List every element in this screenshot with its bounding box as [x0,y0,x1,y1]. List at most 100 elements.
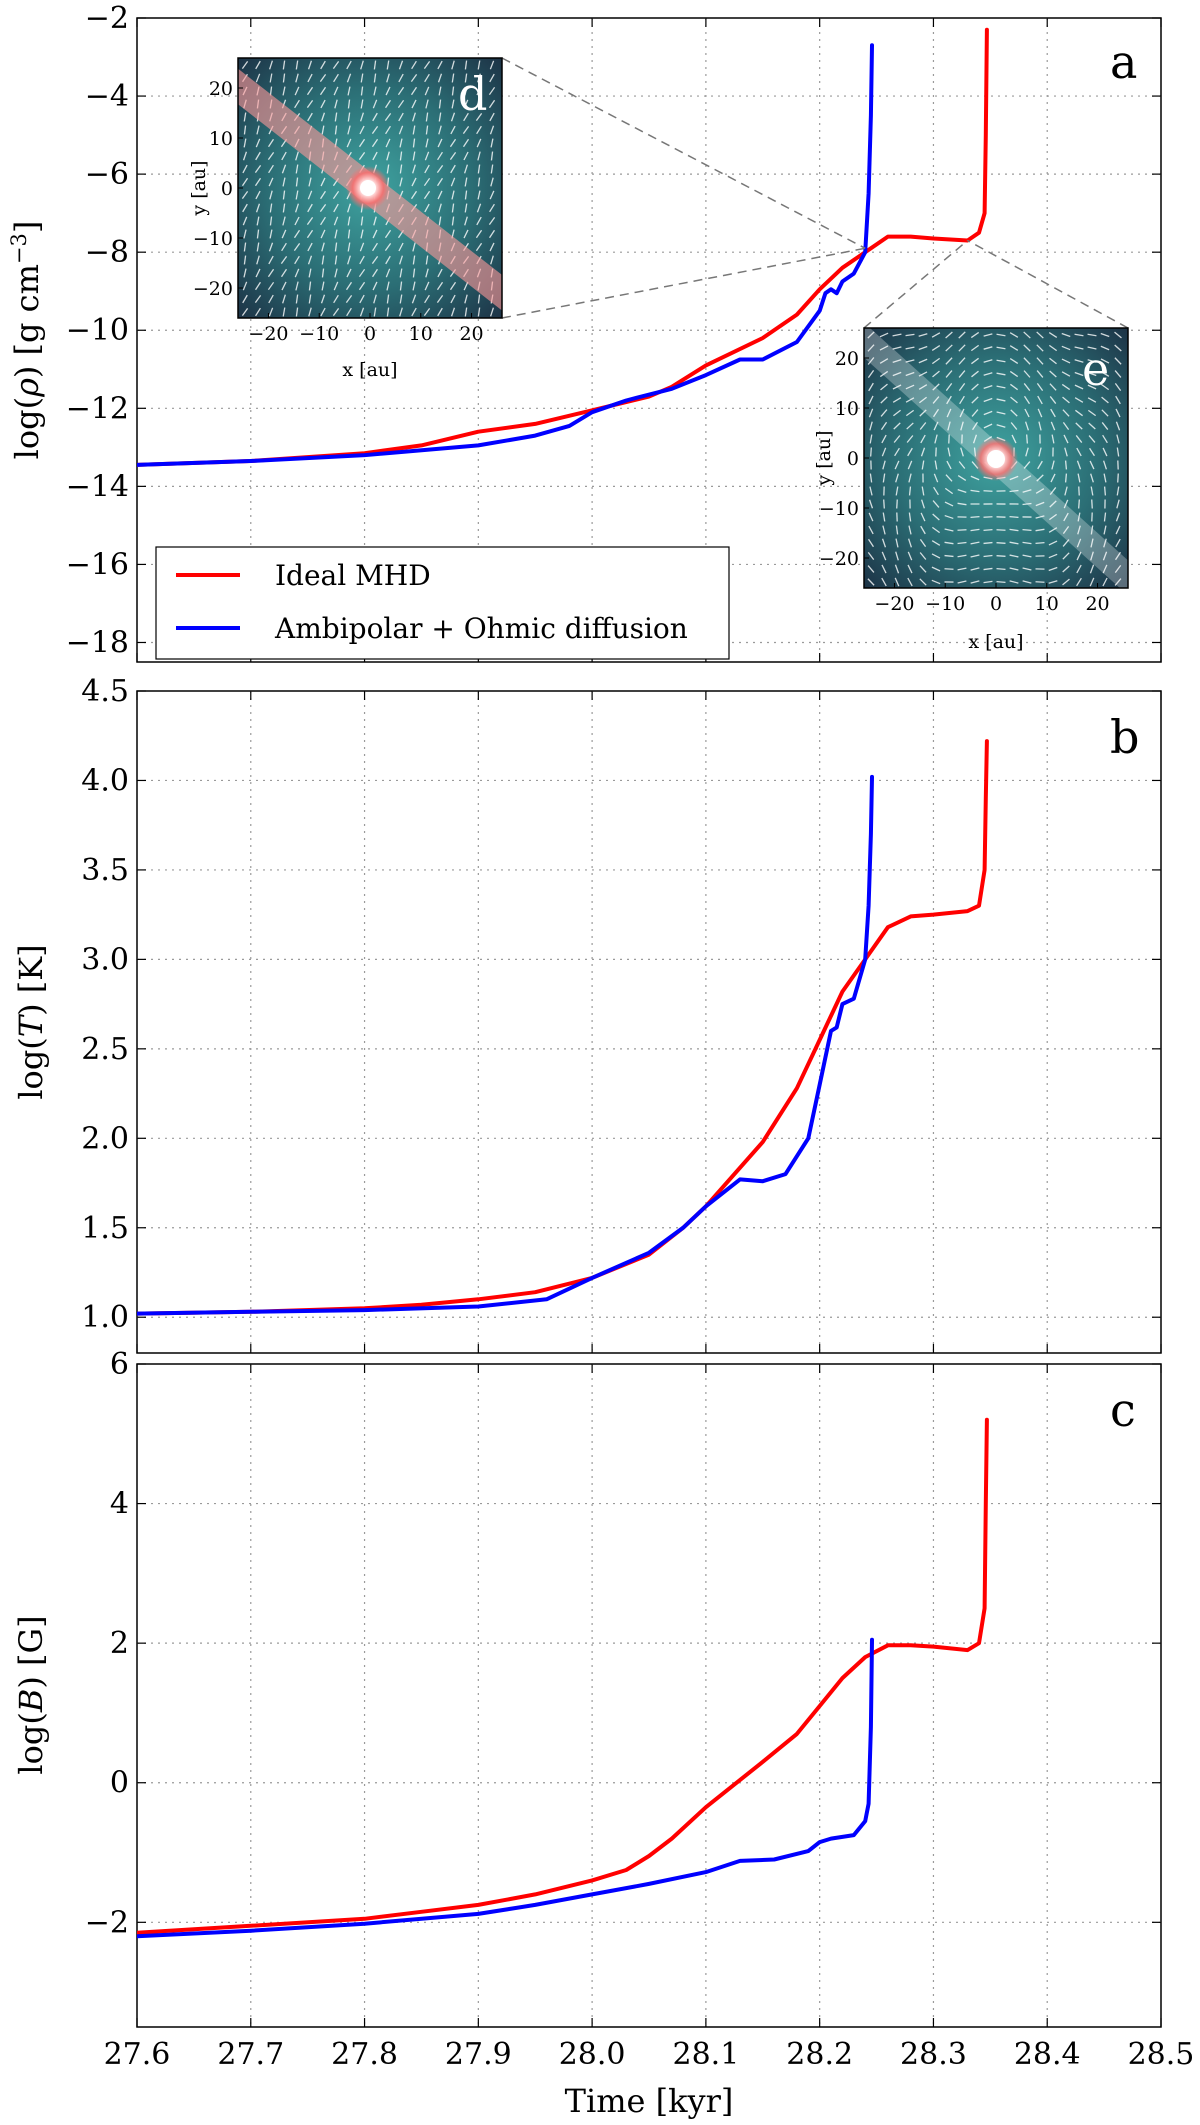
inset-y-tick-label: 20 [835,348,859,370]
field-vector [958,461,966,469]
field-vector [293,242,301,252]
field-vector [463,112,469,122]
field-vector [1050,408,1056,418]
inset-y-tick-label: 10 [209,128,233,150]
field-vector [477,60,481,70]
field-vector [970,554,980,558]
field-vector [1063,499,1069,509]
field-vector [451,86,455,96]
field-vector [983,397,993,403]
field-vector [489,73,495,83]
inset-d: d −20 −10 0 10 20 20 10 0 −10 −20 x [au] y [au] [188,57,503,381]
field-vector [398,125,404,135]
field-vector [1048,540,1058,546]
field-vector [944,514,954,520]
field-vector [359,125,365,135]
field-vector [1023,344,1031,352]
field-vector [372,281,378,291]
field-vector [1089,577,1095,587]
field-vector [879,370,889,378]
x-tick-label: 28.4 [1014,2037,1081,2072]
field-vector [347,255,351,265]
field-vector [958,344,966,352]
field-vector [881,564,887,574]
field-vector [464,216,468,226]
field-vector [1010,422,1018,430]
y-tick-label: 1.0 [81,1300,129,1335]
field-vector [883,499,885,509]
panel-b-frame [136,690,1162,1354]
field-vector [489,307,495,317]
field-vector [320,177,326,187]
field-vector [1062,396,1070,404]
field-vector [947,421,951,431]
field-vector [346,138,352,148]
inset-x-tick-label: 0 [990,593,1002,615]
field-vector [242,151,248,161]
field-vector [438,86,442,96]
field-vector [908,512,912,522]
field-vector [1115,538,1121,548]
series-ambipolar-ohmic [137,774,874,1316]
field-vector [282,190,286,200]
field-vector [1023,461,1031,469]
field-vector [477,294,481,304]
field-vector [371,125,379,135]
field-vector [399,177,403,187]
field-vector [437,73,443,83]
field-vector [358,138,366,148]
field-vector [306,86,314,96]
field-vector [1103,538,1107,548]
field-vector [450,164,456,174]
field-vector [1009,332,1019,338]
field-vector [920,525,926,535]
field-vector [1114,551,1122,561]
field-vector [269,203,273,213]
inset-y-tick-label: −10 [819,498,859,520]
field-vector [386,307,390,317]
field-vector [398,242,404,252]
field-vector [332,190,340,200]
field-vector [423,190,431,200]
x-tick-label: 28.2 [786,2037,853,2072]
field-vector [294,203,300,213]
field-vector [254,294,262,304]
field-vector [1087,333,1097,337]
field-vector [385,99,391,109]
field-vector [1103,473,1107,483]
field-vector [437,268,443,278]
field-vector [476,203,482,213]
field-vector [425,112,429,122]
field-vector [384,112,392,122]
inset-d-ylabel: y [au] [188,160,210,216]
y-tick-label: 0 [110,1766,129,1801]
field-vector [1061,332,1071,338]
field-vector [1074,333,1084,337]
field-vector [1061,371,1071,377]
y-tick-label: −8 [85,235,129,270]
field-vector [307,60,313,70]
field-vector [1087,384,1097,390]
field-vector [358,151,366,161]
field-vector [411,99,417,109]
field-vector [1074,371,1084,377]
inset-y-tick-label: −20 [819,548,859,570]
field-vector [1078,499,1080,509]
field-vector [894,577,900,587]
field-vector [476,216,482,226]
field-vector [450,177,456,187]
field-vector [295,60,299,70]
field-vector [1063,434,1069,444]
field-vector [294,268,300,278]
field-vector [1051,460,1055,470]
field-vector [489,190,495,200]
field-vector [334,229,338,239]
field-vector [983,372,993,376]
field-vector [1009,580,1019,584]
panel-c-xticks: 27.6 27.7 27.8 27.9 28.0 28.1 28.2 28.3 28.4 28.5 [104,2037,1195,2072]
field-vector [906,435,914,443]
field-vector [1076,551,1082,561]
field-vector [933,486,939,496]
field-vector [242,164,248,174]
field-vector [373,307,377,317]
